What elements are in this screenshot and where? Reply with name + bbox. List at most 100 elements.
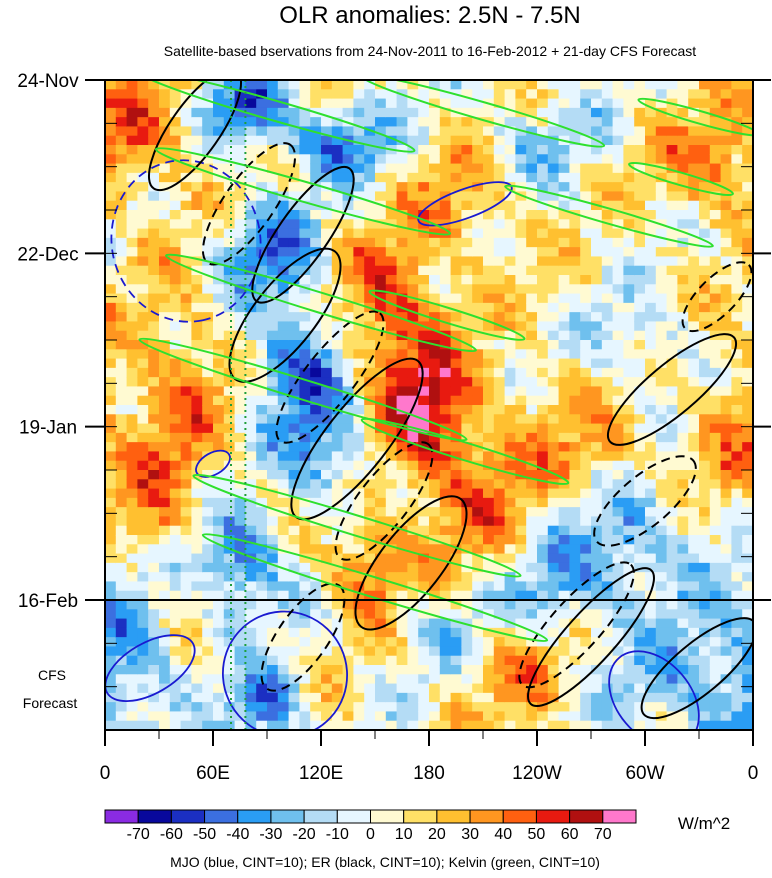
heat-cell	[191, 572, 203, 583]
heat-cell	[256, 637, 268, 648]
heat-cell	[483, 553, 495, 564]
heat-cell	[742, 154, 753, 165]
heat-cell	[105, 423, 117, 434]
heat-cell	[375, 646, 387, 657]
heat-cell	[461, 219, 473, 230]
heat-cell	[580, 507, 592, 518]
heat-cell	[407, 414, 419, 425]
kelvin-contour	[504, 184, 714, 248]
heat-cell	[666, 572, 678, 583]
heat-cell	[407, 172, 419, 183]
heat-cell	[591, 349, 603, 360]
heat-cell	[677, 544, 689, 555]
heat-cell	[504, 349, 516, 360]
heat-cell	[720, 135, 732, 146]
heat-cell	[699, 247, 711, 258]
heat-cell	[213, 182, 225, 193]
heat-cell	[461, 553, 473, 564]
heat-cell	[623, 544, 635, 555]
heat-cell	[105, 405, 117, 415]
heat-cell	[202, 562, 214, 573]
heat-cell	[558, 655, 570, 666]
heat-cell	[418, 145, 430, 155]
heat-cell	[677, 163, 689, 174]
heat-cell	[277, 711, 290, 722]
heat-cell	[277, 414, 290, 425]
heat-cell	[310, 237, 322, 248]
heat-cell	[396, 340, 408, 350]
heat-cell	[666, 228, 678, 239]
heat-cell	[191, 219, 203, 230]
heat-cell	[450, 590, 462, 601]
heat-cell	[288, 340, 300, 350]
heat-cell	[429, 470, 441, 480]
heat-cell	[191, 535, 203, 545]
heat-cell	[364, 228, 376, 239]
heat-cell	[591, 247, 603, 258]
heat-cell	[612, 627, 624, 638]
heat-cell	[439, 265, 452, 276]
heat-cell	[537, 692, 549, 703]
heat-cell	[385, 265, 398, 276]
heat-cell	[709, 470, 722, 480]
heat-cell	[105, 172, 117, 183]
heat-cell	[526, 358, 538, 369]
heat-cell	[126, 720, 138, 730]
heat-cell	[148, 293, 160, 304]
heat-cell	[159, 377, 171, 388]
heat-cell	[515, 637, 527, 648]
heat-cell	[223, 154, 236, 165]
heat-cell	[580, 562, 592, 573]
heat-cell	[245, 172, 257, 183]
heat-cell	[591, 470, 603, 480]
heat-cell	[547, 562, 560, 573]
heat-cell	[299, 293, 311, 304]
heat-cell	[720, 683, 732, 694]
heat-cell	[277, 163, 290, 174]
heat-cell	[612, 367, 624, 378]
heat-cell	[483, 340, 495, 350]
heat-cell	[493, 145, 506, 155]
heat-cell	[353, 553, 365, 564]
heat-cell	[591, 107, 603, 118]
heat-cell	[677, 145, 689, 155]
heat-cell	[612, 219, 624, 230]
heat-cell	[191, 637, 203, 648]
heat-cell	[223, 107, 236, 118]
heat-cell	[126, 600, 138, 610]
heat-cell	[439, 228, 452, 239]
heat-cell	[105, 98, 117, 109]
heat-cell	[537, 395, 549, 406]
heat-cell	[601, 312, 614, 323]
heat-cell	[634, 655, 646, 666]
mjo-contour	[608, 650, 700, 730]
heat-cell	[223, 553, 236, 564]
heat-cell	[450, 637, 462, 648]
heat-cell	[472, 562, 484, 573]
heat-cell	[655, 367, 668, 378]
heat-cell	[299, 442, 311, 453]
heat-cell	[126, 340, 138, 350]
heat-cell	[709, 600, 722, 610]
heat-cell	[504, 126, 516, 137]
heat-cell	[213, 655, 225, 666]
heat-cell	[612, 154, 624, 165]
heat-cell	[709, 312, 722, 323]
heat-cell	[234, 609, 246, 620]
heat-cell	[299, 210, 311, 220]
heat-cell	[634, 507, 646, 518]
heat-cell	[169, 711, 182, 722]
heat-cell	[677, 562, 689, 573]
heat-cell	[213, 516, 225, 527]
heat-cell	[429, 674, 441, 685]
heat-cell	[277, 470, 290, 480]
heat-cell	[418, 525, 430, 536]
heat-cell	[655, 302, 668, 313]
heat-cell	[666, 451, 678, 462]
heat-cell	[364, 507, 376, 518]
heat-cell	[256, 302, 268, 313]
heat-cell	[742, 637, 753, 648]
heat-cell	[331, 126, 344, 137]
heat-cell	[299, 117, 311, 128]
heat-cell	[169, 702, 182, 713]
